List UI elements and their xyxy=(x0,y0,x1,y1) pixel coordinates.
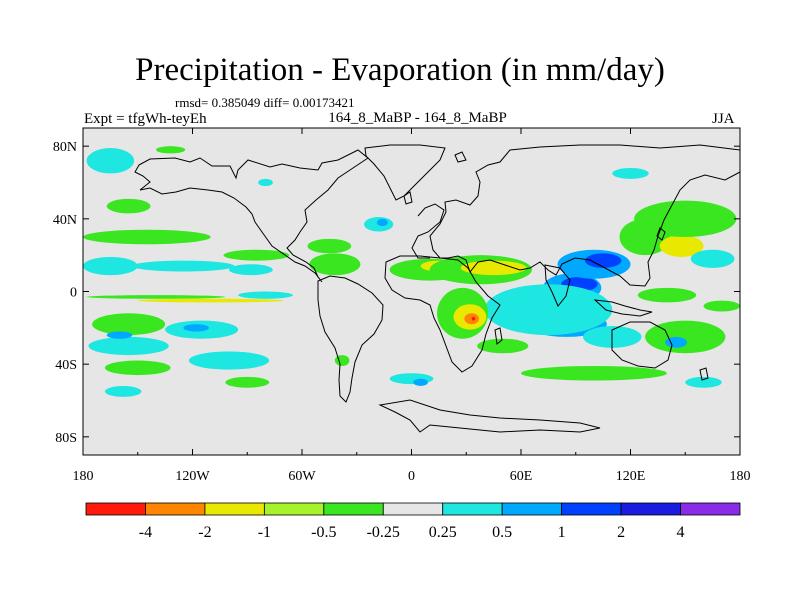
contour-region-nw-pacific-green-band xyxy=(634,200,737,237)
continent-outlines xyxy=(134,144,740,433)
uk-outline xyxy=(403,191,413,205)
contour-region-n-pacific-green-band xyxy=(83,229,211,245)
x-tick-label: 60W xyxy=(288,469,316,484)
contour-region-e-pacific-cyan-band xyxy=(229,264,273,276)
experiment-label: Expt = tfgWh-teyEh xyxy=(84,111,207,127)
contour-region-southern-ocean-cyan xyxy=(685,376,722,388)
contour-region-e-pacific-green xyxy=(703,300,740,312)
contour-region-s-america-green xyxy=(334,355,350,366)
colorbar-label: 0.5 xyxy=(492,524,512,541)
colorbar-label: -0.5 xyxy=(311,524,336,541)
chart-title: Precipitation - Evaporation (in mm/day) xyxy=(135,52,665,88)
indonesia-outline xyxy=(593,299,653,317)
contour-region-c-pacific-cyan-band xyxy=(132,260,235,272)
contour-region-arctic-cyan xyxy=(86,147,135,174)
south-america-outline xyxy=(317,275,384,403)
india-outline xyxy=(544,264,571,307)
contour-region-s-pacific-green-b xyxy=(104,360,171,376)
madagascar-outline xyxy=(494,327,503,345)
colorbar-swatch xyxy=(442,502,503,516)
colorbar-swatch xyxy=(323,502,384,516)
contour-region-s-atlantic-blue xyxy=(413,378,428,386)
contour-region-s-pacific-green xyxy=(92,313,166,336)
contour-region-caribbean-green xyxy=(307,238,352,254)
contour-region-se-asia-dark-blue xyxy=(584,253,622,268)
comparison-label: 164_8_MaBP - 164_8_MaBP xyxy=(328,110,507,126)
contour-region-indian-ocean-cyan xyxy=(484,284,613,336)
x-tick-label: 180 xyxy=(730,469,751,484)
contour-region-s-pacific-cyan-a xyxy=(88,336,169,356)
y-tick-label: 80S xyxy=(55,431,77,446)
contour-region-sw-pacific-blue xyxy=(665,336,688,348)
contour-region-n-atlantic-green xyxy=(309,253,361,276)
colorbar: -4 -2 -1 -0.5 -0.25 0.25 0.5 1 2 4 xyxy=(85,502,741,541)
contour-region-n-america-cyan xyxy=(258,178,273,187)
colorbar-swatch xyxy=(680,502,741,516)
season-label: JJA xyxy=(712,111,735,127)
contour-region-arabia-yellow xyxy=(460,260,527,276)
x-tick-label: 120E xyxy=(616,469,646,484)
contour-region-s-pacific-blue-b xyxy=(183,324,209,332)
contour-region-s-pacific-green-c xyxy=(225,376,270,388)
colorbar-swatch xyxy=(263,502,325,516)
greenland-outline xyxy=(364,144,446,201)
japan-outline xyxy=(656,227,666,241)
contour-region-ne-pacific-green xyxy=(223,249,290,261)
contour-region-w-pacific-cyan xyxy=(690,249,735,268)
contour-region-s-pacific-cyan-c xyxy=(188,351,270,370)
y-tick-label: 0 xyxy=(70,286,77,301)
colorbar-label: 2 xyxy=(617,524,625,541)
contour-region-s-pacific-cyan-d xyxy=(104,385,142,397)
north-america-outline xyxy=(134,149,369,283)
contour-region-s-pacific-blue-a xyxy=(106,331,133,339)
contour-regions xyxy=(83,146,740,397)
colorbar-swatch xyxy=(85,502,146,516)
colorbar-label: -2 xyxy=(198,524,211,541)
colorbar-label: -4 xyxy=(139,524,152,541)
contour-region-arctic-green xyxy=(156,146,186,154)
contour-region-itcz-green-strip xyxy=(86,295,226,299)
axes: 180 120W 60W 0 60E 120E 180 80N 40N 0 40S 80S xyxy=(53,128,751,484)
colorbar-swatch xyxy=(620,502,681,516)
contour-region-siberia-cyan xyxy=(612,167,649,179)
x-tick-label: 180 xyxy=(73,469,94,484)
stats-line: rmsd= 0.385049 diff= 0.00173421 xyxy=(175,95,355,110)
contour-region-itcz-cyan-strip xyxy=(238,291,293,299)
colorbar-swatch xyxy=(145,502,206,516)
contour-region-africa-red xyxy=(471,316,476,321)
contour-region-n-pacific-cyan-band xyxy=(83,256,138,276)
australia-outline xyxy=(611,321,673,369)
colorbar-swatch xyxy=(501,502,563,516)
contour-region-nw-pacific-yellow xyxy=(659,235,704,257)
colorbar-label: 4 xyxy=(677,524,685,541)
y-tick-label: 80N xyxy=(53,140,77,155)
colorbar-swatch xyxy=(382,502,444,516)
antarctica-outline xyxy=(378,399,601,433)
contour-region-madagascar-green xyxy=(477,338,529,354)
contour-region-nw-pacific-green xyxy=(106,198,151,214)
contour-region-w-pacific-green xyxy=(637,287,697,303)
colorbar-label: 1 xyxy=(558,524,566,541)
colorbar-label: -1 xyxy=(258,524,271,541)
colorbar-swatch xyxy=(204,502,265,516)
europe-outline xyxy=(411,203,445,259)
eurasia-outline xyxy=(429,144,740,287)
colorbar-label: -0.25 xyxy=(367,524,400,541)
contour-region-itcz-yellow-strip xyxy=(137,298,284,303)
x-tick-label: 0 xyxy=(408,469,415,484)
colorbar-label: 0.25 xyxy=(429,524,457,541)
africa-outline xyxy=(384,255,501,373)
contour-region-med-blue xyxy=(376,218,388,227)
contour-region-southern-ocean-green xyxy=(521,365,667,381)
x-tick-label: 120W xyxy=(175,469,210,484)
nz-outline xyxy=(699,367,709,381)
y-tick-label: 40N xyxy=(53,213,77,228)
y-tick-label: 40S xyxy=(55,358,77,373)
contour-region-sw-pacific-green xyxy=(645,320,726,354)
x-tick-label: 60E xyxy=(510,469,533,484)
colorbar-swatch xyxy=(561,502,622,516)
svalbard-outline xyxy=(454,151,467,163)
